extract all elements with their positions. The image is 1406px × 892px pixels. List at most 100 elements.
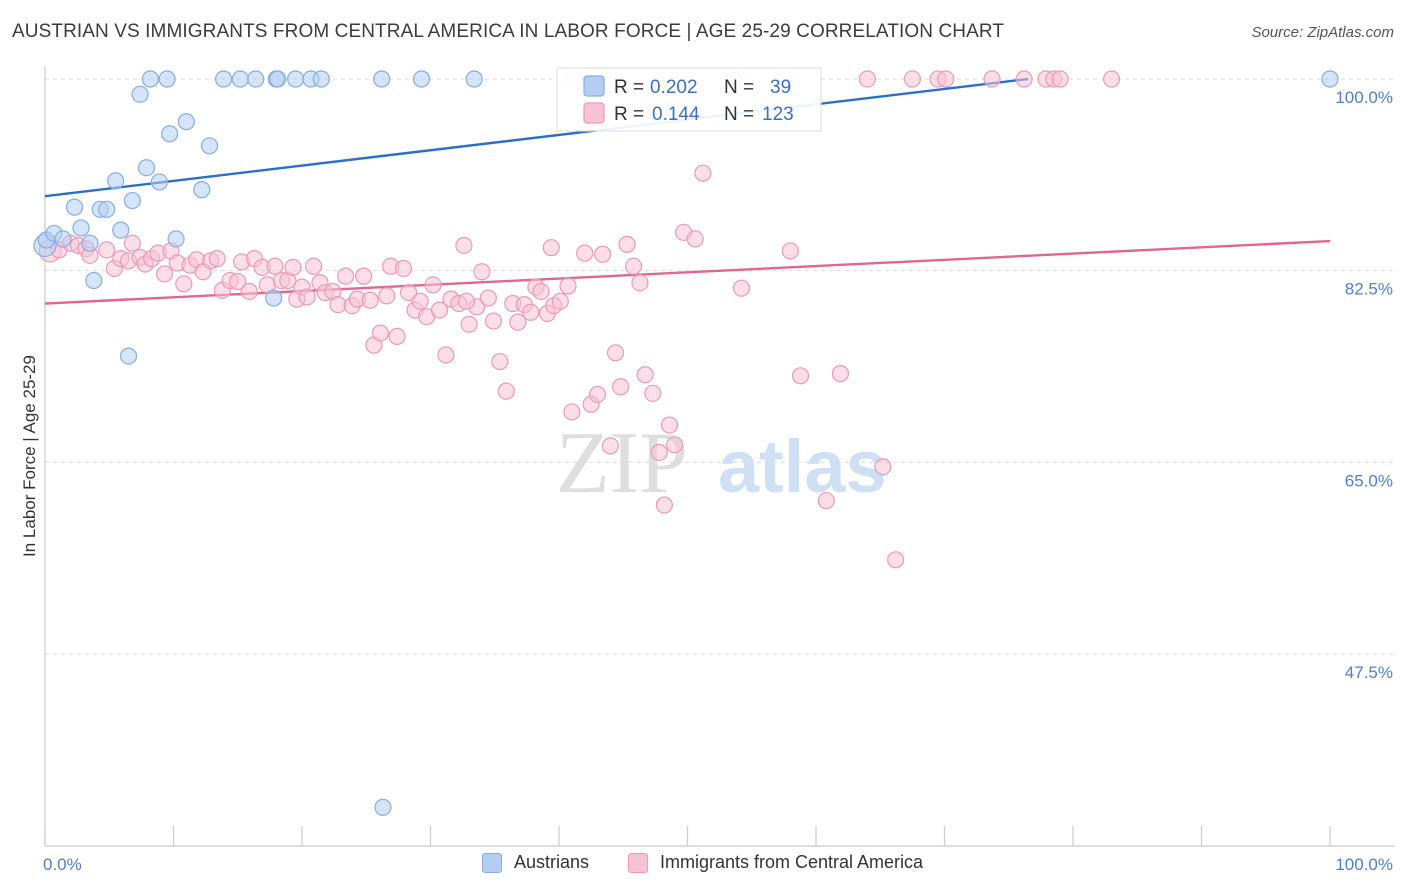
central-america-point-32 (266, 257, 284, 275)
austrians-point-34 (374, 798, 392, 816)
central-america-point-91 (618, 235, 636, 253)
austrians-point-25 (247, 70, 265, 88)
central-america-point-95 (644, 384, 662, 402)
central-america-point-77 (532, 282, 550, 301)
central-america-point-101 (686, 230, 704, 248)
trend-lines (44, 77, 1331, 305)
central-america-point-50 (371, 324, 389, 342)
central-america-point-18 (175, 275, 193, 293)
legend-r-label-1: R = (614, 77, 644, 98)
austrians-point-5 (72, 219, 90, 237)
central-america-point-105 (781, 242, 799, 260)
central-america-point-69 (484, 312, 503, 330)
austrians-point-10 (107, 172, 125, 190)
central-america-point-117 (1051, 70, 1069, 88)
austrians-point-15 (141, 70, 159, 88)
legend-swatch-austrians (583, 75, 605, 97)
central-america-point-6 (98, 241, 116, 259)
central-america-point-92 (624, 257, 643, 275)
austrians-point-19 (167, 230, 185, 248)
austrians-point-35 (412, 70, 431, 88)
central-america-point-99 (666, 436, 684, 454)
central-america-point-61 (437, 346, 455, 364)
central-america-point-47 (355, 267, 373, 285)
legend-n-label-2: N = (724, 104, 754, 125)
austrians-point-38 (1321, 70, 1339, 88)
trend-line-central-america (44, 239, 1331, 305)
series-austrians (33, 70, 1339, 816)
austrians-point-24 (231, 70, 249, 88)
austrians-point-13 (131, 85, 149, 103)
central-america-point-26 (229, 273, 247, 291)
legend-label-central-america: Immigrants from Central America (660, 852, 924, 872)
legend-n-value-2: 123 (762, 104, 794, 125)
austrians-point-36 (465, 70, 483, 88)
central-america-point-60 (430, 301, 449, 319)
austrians-point-28 (268, 70, 287, 88)
central-america-point-51 (378, 287, 396, 305)
central-america-point-110 (874, 458, 892, 476)
central-america-point-106 (791, 367, 810, 385)
central-america-point-9 (123, 234, 141, 252)
axes: 100.0% 82.5% 65.0% 47.5% 0.0% 100.0% (43, 66, 1395, 874)
central-america-point-108 (831, 365, 850, 383)
central-america-point-109 (858, 70, 877, 88)
austrians-point-33 (373, 70, 391, 88)
central-america-point-67 (473, 263, 491, 281)
austrians-point-22 (200, 137, 219, 155)
austrians-point-4 (65, 198, 84, 216)
austrians-point-29 (286, 70, 305, 88)
austrians-point-11 (112, 221, 130, 239)
central-america-point-80 (551, 292, 569, 310)
austrians-point-23 (215, 70, 233, 88)
watermark-atlas: atlas (718, 425, 887, 508)
central-america-point-102 (694, 164, 712, 182)
central-america-point-75 (522, 303, 540, 321)
central-america-point-59 (424, 276, 442, 294)
legend-item-central-america: Immigrants from Central America (628, 852, 923, 873)
austrians-point-6 (81, 234, 99, 252)
central-america-point-121 (937, 70, 955, 88)
central-america-point-68 (479, 289, 497, 307)
austrians-point-3 (54, 230, 72, 248)
austrians-point-16 (150, 173, 168, 191)
central-america-point-28 (240, 282, 258, 301)
austrians-point-14 (137, 159, 156, 177)
central-america-point-122 (457, 292, 476, 310)
central-america-point-57 (411, 292, 429, 310)
central-america-point-44 (337, 267, 355, 285)
central-america-point-112 (903, 70, 921, 88)
y-tick-label-2: 65.0% (1345, 471, 1393, 490)
central-america-point-83 (563, 403, 581, 421)
central-america-point-38 (298, 288, 316, 306)
legend-r-value-1: 0.202 (650, 77, 698, 98)
central-america-point-73 (509, 313, 527, 331)
central-america-point-64 (455, 236, 473, 255)
central-america-point-84 (576, 244, 594, 262)
legend-r-label-2: R = (614, 104, 644, 125)
correlation-legend: R = 0.202 N = 39 R = 0.144 N = 123 (556, 67, 822, 132)
central-america-point-114 (983, 70, 1001, 88)
central-america-point-53 (388, 327, 406, 345)
y-tick-label-1: 82.5% (1345, 280, 1393, 299)
y-tick-label-3: 47.5% (1345, 663, 1393, 682)
austrians-point-26 (265, 289, 283, 307)
central-america-point-90 (612, 378, 630, 396)
central-america-point-39 (304, 257, 323, 275)
central-america-point-88 (601, 437, 620, 455)
austrians-point-9 (98, 200, 116, 218)
austrians-point-18 (161, 125, 179, 143)
legend-n-label-1: N = (724, 77, 754, 98)
central-america-point-35 (284, 258, 302, 276)
central-america-point-98 (660, 416, 679, 434)
central-america-point-111 (887, 551, 905, 569)
central-america-point-71 (497, 382, 515, 400)
central-america-point-97 (655, 496, 673, 514)
central-america-point-96 (650, 443, 668, 462)
data-points (33, 70, 1339, 816)
central-america-point-118 (1102, 70, 1121, 88)
central-america-point-86 (588, 385, 607, 404)
austrians-point-20 (177, 113, 195, 131)
legend-n-value-1: 39 (770, 77, 791, 98)
central-america-point-54 (394, 259, 413, 278)
